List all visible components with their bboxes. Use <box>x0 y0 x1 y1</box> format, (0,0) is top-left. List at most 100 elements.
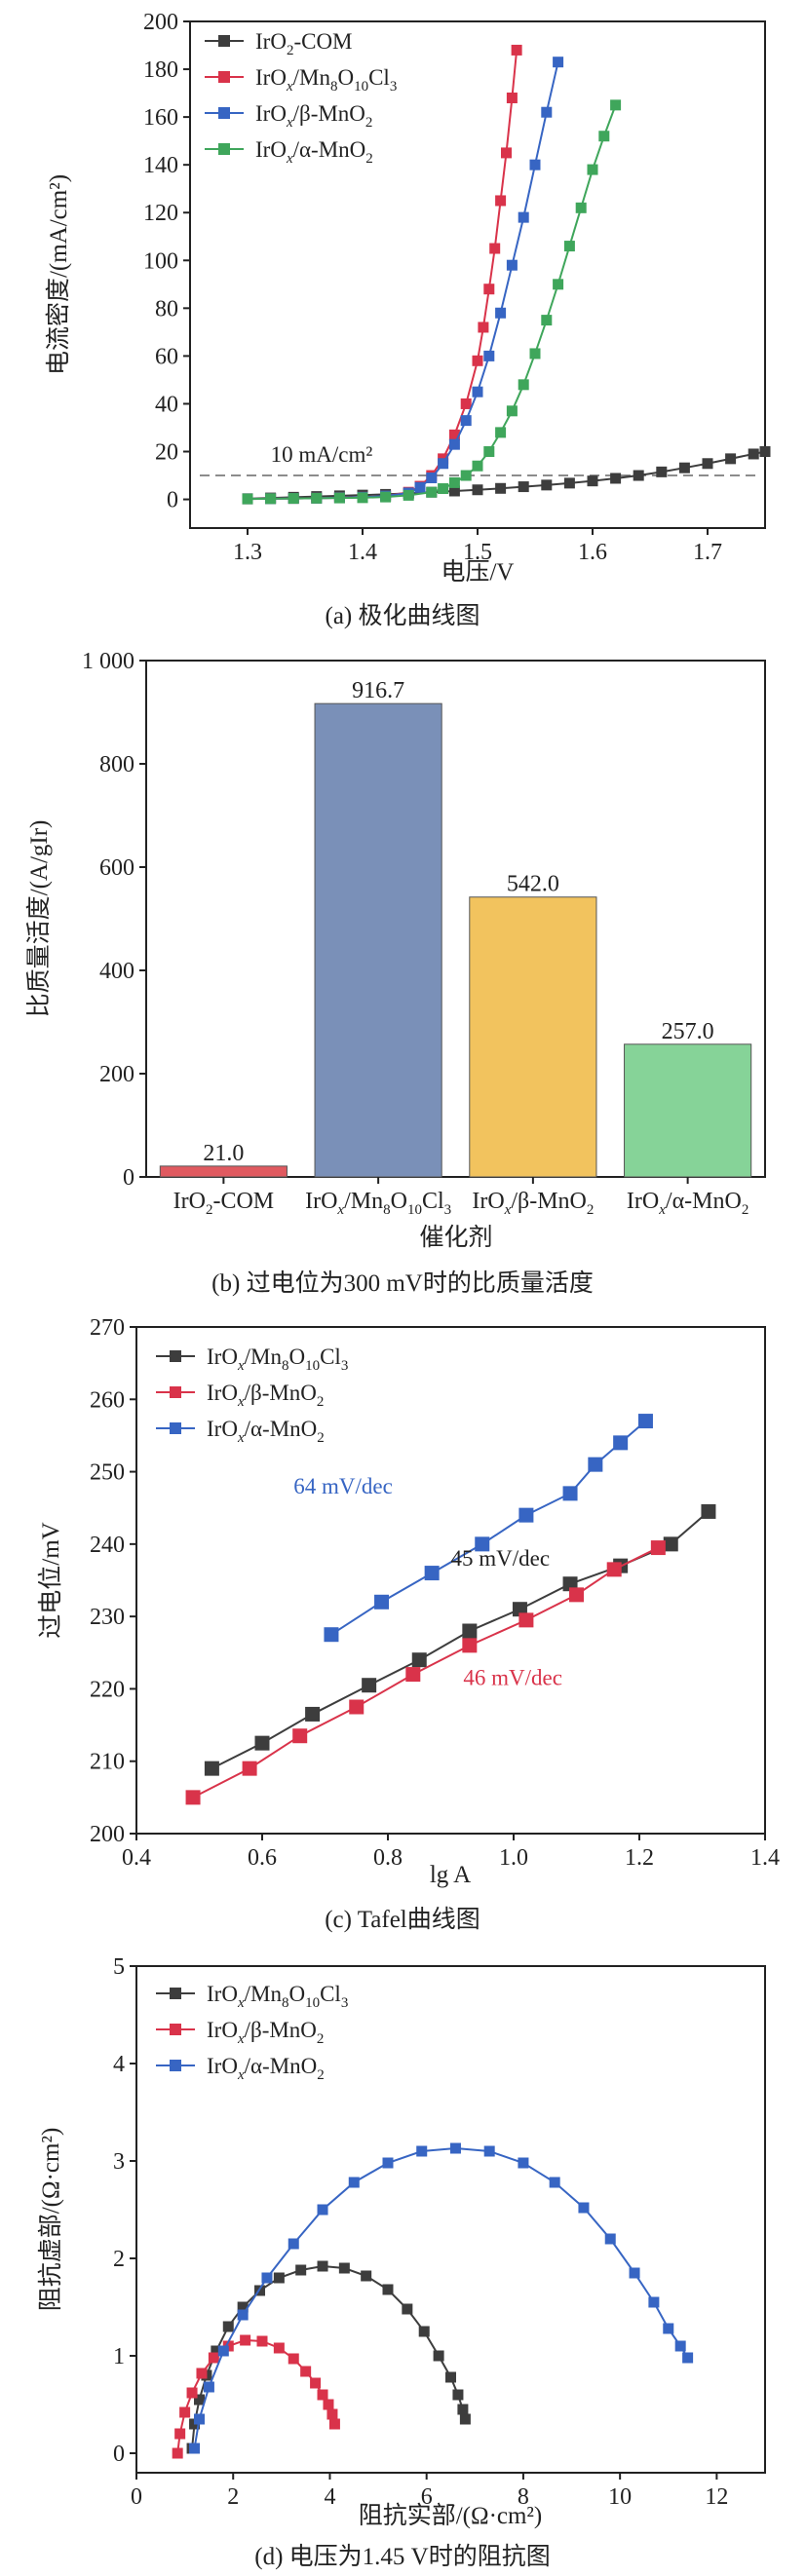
panel-a-data-point <box>587 475 598 487</box>
panel-c-slope-annotation: 45 mV/dec <box>451 1546 551 1571</box>
panel-d-data-point <box>361 2270 372 2282</box>
panel-c-ytick-label: 240 <box>90 1533 125 1558</box>
panel-c-data-point <box>462 1638 478 1653</box>
panel-c-data-point <box>613 1435 629 1451</box>
panel-a-data-point <box>506 92 518 103</box>
panel-a-data-point <box>678 462 690 474</box>
panel-a-data-point <box>529 159 541 170</box>
panel-d-data-point <box>194 2394 205 2406</box>
panel-b-ytick-label: 400 <box>99 959 134 984</box>
panel-d-data-point <box>323 2399 334 2410</box>
panel-d-legend-marker <box>170 1988 181 1999</box>
panel-d-data-point <box>328 2418 340 2430</box>
panel-d-data-point <box>418 2326 430 2337</box>
panel-d-data-point <box>382 2284 394 2295</box>
panel-a-data-point <box>725 453 737 465</box>
panel-a-ytick-label: 20 <box>155 440 178 466</box>
panel-a-legend-marker <box>218 71 230 83</box>
panel-d-ytick-label: 3 <box>113 2149 125 2175</box>
panel-c-data-point <box>374 1594 390 1610</box>
panel-d-xtick-label: 10 <box>608 2484 632 2510</box>
panel-a-ytick-label: 140 <box>143 153 178 178</box>
panel-a-data-point <box>495 427 507 438</box>
panel-c-data-point <box>254 1735 270 1751</box>
panel-c-data-point <box>518 1612 534 1628</box>
panel-a-legend-label: IrOx​/Mn8​O10​Cl3​ <box>255 65 397 95</box>
panel-d-ytick-label: 4 <box>113 2052 125 2077</box>
panel-d-data-point <box>288 2353 299 2365</box>
panel-a-data-point <box>426 486 438 498</box>
panel-c-data-point <box>292 1728 308 1744</box>
panel-a-legend-label: IrOx​/β-MnO2​ <box>255 101 372 131</box>
panel-d-data-point <box>549 2177 560 2188</box>
panel-b-frame <box>145 660 766 1178</box>
panel-d-ytick-label: 0 <box>113 2442 125 2467</box>
panel-d-data-point <box>174 2428 186 2440</box>
panel-a-legend: IrO2​-COM IrOx​/Mn8​O10​Cl3​ IrOx​/β-MnO2​… <box>205 29 397 167</box>
panel-a-data-point <box>472 484 483 496</box>
panel-a-data-point <box>506 405 518 417</box>
panel-d-data-point <box>317 2260 328 2272</box>
panel-d-data-point <box>648 2296 660 2308</box>
panel-a-data-point <box>610 473 622 484</box>
panel-a-data-point <box>748 448 759 460</box>
panel-b-xtick-legend-label: IrO2​-COM <box>173 1189 275 1218</box>
panel-a-ytick-label: 180 <box>143 57 178 83</box>
panel-d-data-point <box>483 2145 495 2157</box>
panel-a-xlabel: 电压/V <box>441 558 514 586</box>
panel-a-data-point <box>311 492 323 504</box>
panel-a-ytick-label: 200 <box>143 10 178 35</box>
panel-d-data-point <box>237 2309 249 2321</box>
panel-a-data-point <box>529 348 541 360</box>
panel-a-data-point <box>506 259 518 271</box>
panel-d-data-point <box>449 2142 461 2154</box>
panel-d-data-point <box>604 2233 616 2245</box>
panel-a-data-point <box>438 483 449 495</box>
panel-a-data-point <box>472 386 483 398</box>
panel-a-ytick-label: 80 <box>155 296 178 322</box>
panel-a-data-point <box>610 99 622 111</box>
panel-d-data-point <box>433 2350 444 2362</box>
panel-b-bar <box>159 1165 288 1178</box>
panel-c-data-point <box>411 1652 427 1668</box>
panel-c-data-point <box>588 1457 603 1472</box>
panel-d-data-point <box>237 2301 249 2313</box>
panel-a-data-point <box>483 446 495 458</box>
panel-c-xtick-label: 1.4 <box>750 1845 780 1871</box>
panel-c-ytick-label: 200 <box>90 1822 125 1847</box>
panel-d-data-point <box>663 2323 674 2334</box>
panel-d-xtick-label: 2 <box>227 2484 239 2510</box>
panel-a-data-point <box>478 322 489 333</box>
panel-d-series-line <box>193 2146 689 2449</box>
panel-d-data-point <box>518 2157 529 2169</box>
panel-b-caption: (b) 过电位为300 mV时的比质量活度 <box>211 1269 594 1297</box>
panel-d-data-point <box>295 2264 307 2276</box>
panel-c-series-irox-mno2 <box>185 1540 666 1805</box>
panel-c-data-point <box>242 1761 257 1776</box>
panel-b-ytick-label: 1 000 <box>82 649 134 674</box>
panel-b-value-label: 257.0 <box>662 1019 714 1044</box>
panel-d-data-point <box>629 2267 640 2279</box>
panel-c-data-point <box>569 1587 584 1603</box>
panel-c-data-point <box>606 1562 622 1577</box>
panel-c-legend-label: IrOx​/β-MnO2​ <box>207 1381 324 1410</box>
panel-a-data-point <box>518 211 529 223</box>
panel-a-ylabel: 电流密度/(mA/cm²) <box>45 174 72 375</box>
panel-a-data-point <box>414 481 426 493</box>
panel-d-data-point <box>203 2381 214 2393</box>
panel-d-series-line <box>191 2264 467 2449</box>
panel-a-ytick-label: 0 <box>167 488 178 513</box>
panel-b-mass-activity: 0 200 400 600 800 1 000 21.0 916.7 542.0 257.0 IrO… <box>25 649 766 1297</box>
panel-a-data-point <box>541 106 553 118</box>
panel-a-data-point <box>438 458 449 470</box>
panel-d-data-point <box>208 2352 219 2364</box>
panel-a-data-point <box>501 147 512 159</box>
panel-d-ytick-label: 5 <box>113 1954 125 1980</box>
panel-d-legend-marker <box>170 2024 181 2035</box>
panel-d-xtick-label: 12 <box>705 2484 728 2510</box>
panel-d-xtick-label: 6 <box>421 2484 433 2510</box>
panel-c-ytick-label: 250 <box>90 1460 125 1486</box>
panel-d-legend-marker <box>170 2060 181 2071</box>
panel-d-data-point <box>217 2345 229 2357</box>
